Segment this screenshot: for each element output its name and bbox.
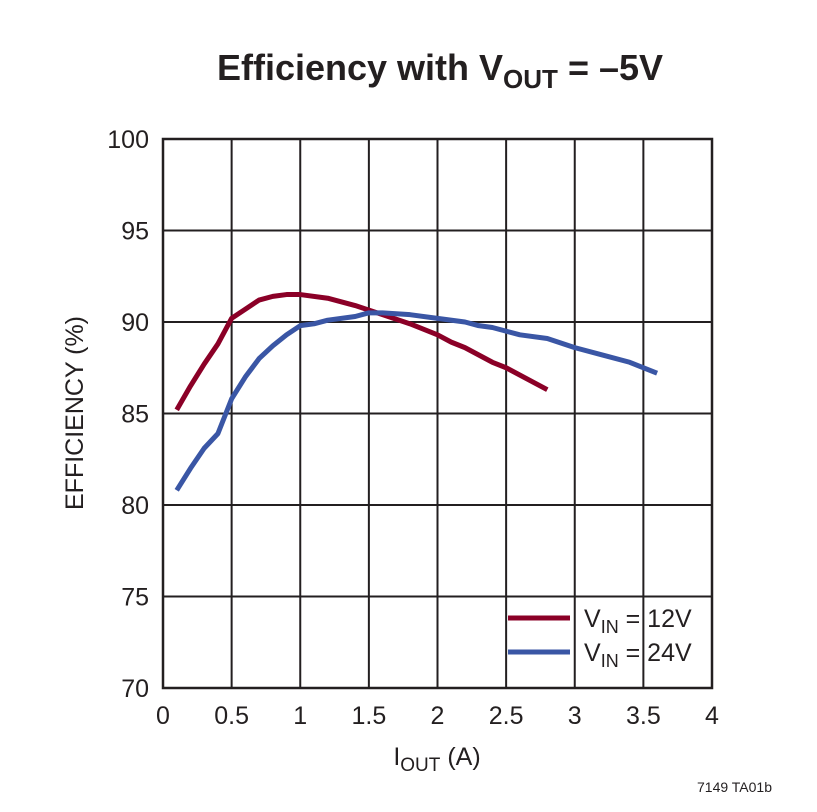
legend-label-12v: VIN = 12V [584, 605, 692, 637]
series-lines [174, 292, 659, 492]
x-axis-label: IOUT (A) [393, 743, 480, 776]
x-tick-label: 3 [568, 702, 582, 730]
x-tick-label: 0.5 [214, 702, 249, 730]
legend-label-24v: VIN = 24V [584, 639, 692, 671]
legend: VIN = 12V VIN = 24V [508, 605, 692, 671]
series-line-1 [174, 310, 659, 492]
x-tick-label: 2 [431, 702, 445, 730]
y-tick-label: 100 [107, 126, 149, 154]
y-tick-label: 85 [121, 401, 149, 429]
y-tick-label: 80 [121, 492, 149, 520]
chart-title: Efficiency with VOUT = –5V [217, 47, 663, 94]
x-tick-label: 0 [156, 702, 170, 730]
y-axis-label: EFFICIENCY (%) [61, 316, 89, 510]
y-tick-label: 75 [121, 584, 149, 612]
x-tick-label: 1.5 [351, 702, 386, 730]
series-line-0 [174, 292, 549, 412]
y-tick-label: 95 [121, 218, 149, 246]
tick-labels: 0 0.5 1 1.5 2 2.5 3 3.5 4 70 75 80 85 90 95 100 [107, 126, 719, 730]
x-tick-label: 1 [293, 702, 307, 730]
x-tick-label: 4 [705, 702, 719, 730]
plot-frame [161, 137, 714, 690]
y-tick-label: 70 [121, 675, 149, 703]
y-tick-label: 90 [121, 309, 149, 337]
footnote: 7149 TA01b [697, 779, 772, 795]
x-tick-label: 2.5 [489, 702, 524, 730]
x-tick-label: 3.5 [626, 702, 661, 730]
grid [162, 138, 713, 689]
